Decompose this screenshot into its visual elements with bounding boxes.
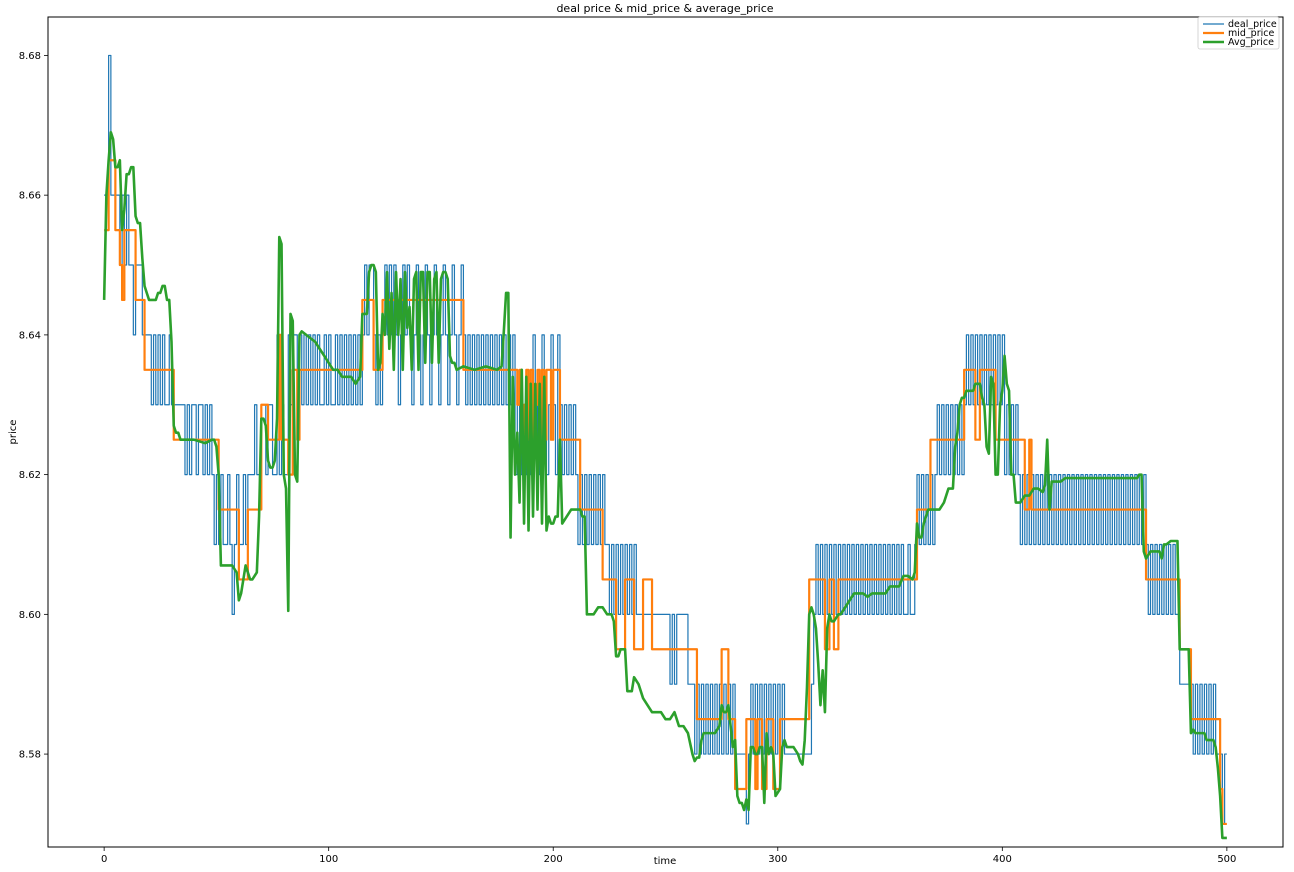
series-line-avg-price: [102, 130, 1227, 840]
y-tick-label: 8.60: [19, 610, 41, 621]
x-tick-label: 500: [1217, 854, 1236, 865]
x-axis-label: time: [654, 856, 677, 867]
legend: deal_price mid_price Avg_price: [1197, 16, 1280, 50]
x-tick-label: 300: [768, 854, 787, 865]
y-tick-label: 8.68: [19, 51, 41, 62]
x-tick-label: 0: [101, 854, 107, 865]
y-tick-label: 8.58: [19, 750, 41, 761]
chart-title: deal price & mid_price & average_price: [556, 2, 773, 15]
x-tick-label: 200: [544, 854, 563, 865]
series-line-mid-price: [104, 159, 1227, 826]
legend-label-avg-price: Avg_price: [1228, 37, 1274, 48]
y-tick-label: 8.66: [19, 191, 41, 202]
ticks-layer: 0 100 200 300 400 500 8.58 8.60 8.62 8.64 8.66 8.68: [19, 51, 1237, 865]
legend-label-mid-price: mid_price: [1228, 28, 1274, 39]
series-layer: [102, 54, 1227, 840]
y-axis-label: price: [8, 420, 19, 445]
x-tick-label: 400: [993, 854, 1012, 865]
y-tick-label: 8.62: [19, 470, 41, 481]
y-tick-label: 8.64: [19, 330, 41, 341]
x-tick-label: 100: [319, 854, 338, 865]
legend-label-deal-price: deal_price: [1228, 19, 1277, 30]
plot-frame: [47, 16, 1284, 848]
